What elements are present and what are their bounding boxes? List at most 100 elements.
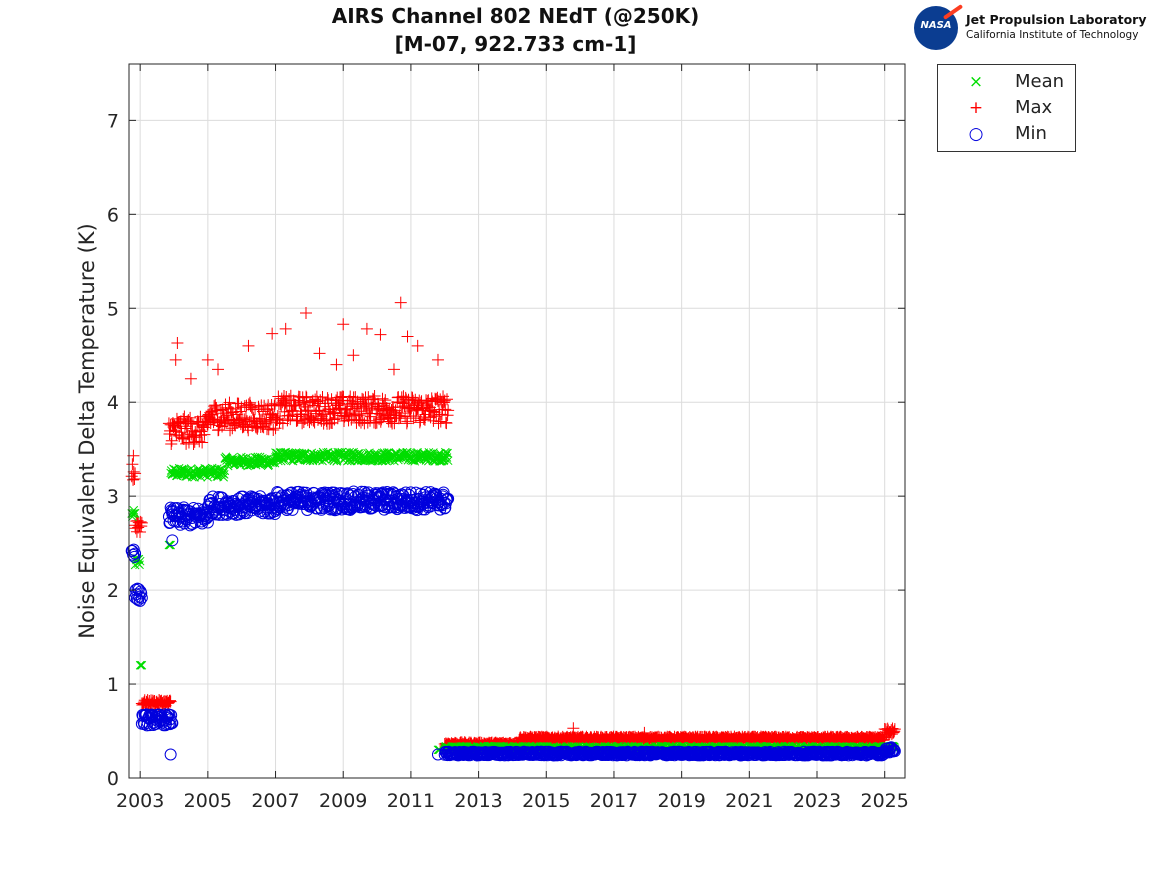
legend-label: Max [1015,97,1053,118]
max-point [248,415,261,428]
max-point [289,399,302,412]
max-point [344,400,357,413]
mean-point [220,466,230,476]
max-point [387,363,400,376]
legend-label: Min [1015,123,1047,144]
max-point [376,392,389,405]
max-point [340,407,353,420]
max-point [196,436,209,449]
x-tick-label: 2021 [725,790,773,812]
x-tick-label: 2009 [319,790,367,812]
max-point [165,434,178,447]
chart-subtitle: [M-07, 922.733 cm-1] [394,32,637,56]
max-point [193,435,206,448]
max-point [394,296,407,309]
max-point [243,396,256,409]
mean-point [223,461,233,471]
x-tick-label: 2025 [861,790,909,812]
series-mean [127,447,900,755]
max-point [279,322,292,335]
max-point [258,415,271,428]
x-tick-label: 2013 [454,790,502,812]
max-point [364,410,377,423]
max-point [358,417,371,430]
max-point [344,390,357,403]
max-point [209,399,222,412]
y-tick-label: 0 [107,768,119,790]
mean-point [135,660,145,670]
max-point [372,400,385,413]
max-point [166,418,179,431]
max-point [351,395,364,408]
legend-item-mean: × Mean [938,70,1075,94]
max-point [418,413,431,426]
max-point [165,438,178,451]
max-point [310,405,323,418]
x-tick-label: 2007 [251,790,299,812]
max-point [204,406,217,419]
max-point [410,404,423,417]
max-point [360,322,373,335]
max-point [276,417,289,430]
max-point [214,404,227,417]
max-point [434,415,447,428]
max-point [212,363,225,376]
y-tick-label: 7 [107,110,119,132]
mean-point [137,660,147,670]
max-point [388,417,401,430]
max-point [441,393,453,406]
max-point [381,402,394,415]
max-point [252,400,265,413]
max-point [441,409,454,422]
max-point [198,428,211,441]
max-point [224,424,237,437]
x-tick-label: 2003 [116,790,164,812]
x-tick-label: 2023 [793,790,841,812]
max-point [262,423,275,436]
y-tick-label: 1 [107,674,119,696]
max-point [187,438,200,451]
max-point [567,722,580,735]
max-point [885,728,898,741]
max-point [162,696,175,709]
max-point [238,413,251,426]
max-point [406,392,419,405]
max-point [308,416,321,429]
max-point [411,339,424,352]
x-tick-label: 2017 [590,790,638,812]
mean-point [219,469,229,479]
max-point [164,694,177,707]
max-point [379,394,392,407]
mean-point [130,508,140,518]
max-point [210,401,223,414]
x-marker-icon: × [968,72,984,92]
mean-point [128,509,138,519]
max-point [356,414,369,427]
max-point [393,409,406,422]
y-axis-label: Noise Equivalent Delta Temperature (K) [75,223,99,639]
min-point [164,748,177,761]
max-point [320,414,333,427]
y-tick-label: 4 [107,392,119,414]
max-point [266,327,279,340]
max-point [301,404,314,417]
max-point [223,396,236,409]
max-point [221,415,234,428]
jpl-logo: NASA Jet Propulsion Laboratory Californi… [912,4,1152,50]
max-point [401,415,414,428]
max-point [319,397,332,410]
max-point [337,318,350,331]
max-point [280,391,293,404]
max-point [435,408,448,421]
max-point [212,423,225,436]
max-point [184,411,197,424]
max-point [353,414,366,427]
mean-point [136,660,146,670]
x-tick-label: 2005 [184,790,232,812]
max-point [245,401,258,414]
max-point [134,526,147,539]
max-point [265,398,278,411]
max-point [347,349,360,362]
max-point [294,408,307,421]
